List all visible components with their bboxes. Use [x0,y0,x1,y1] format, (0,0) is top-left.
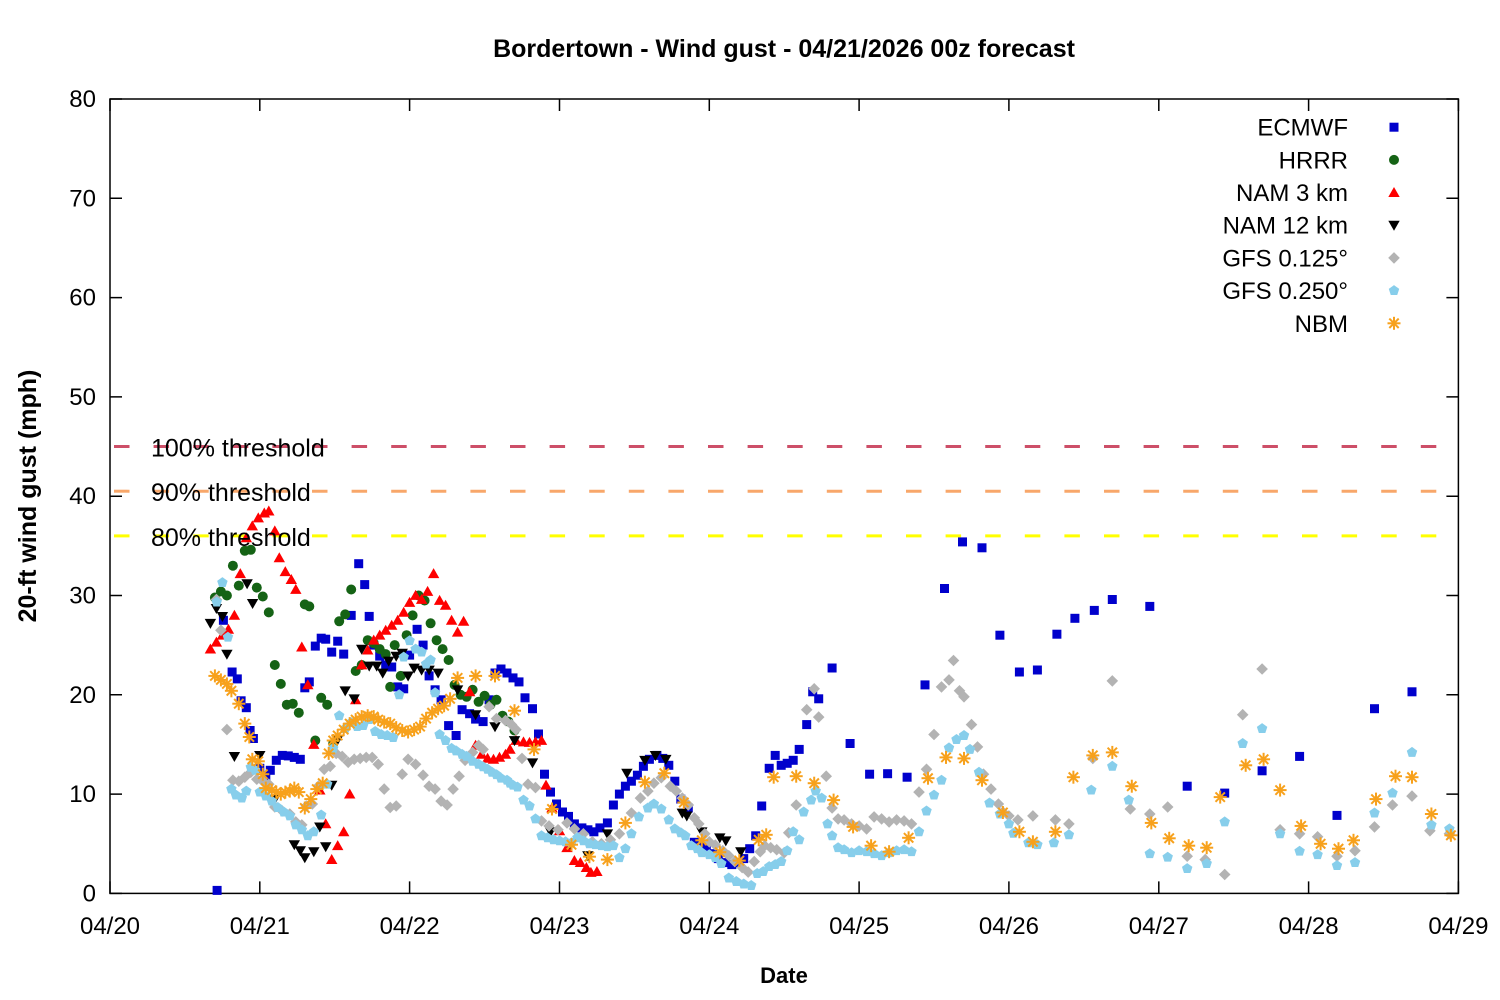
svg-text:04/22: 04/22 [380,913,440,940]
svg-text:GFS 0.125°: GFS 0.125° [1222,245,1348,272]
svg-text:04/21: 04/21 [230,913,290,940]
svg-text:GFS 0.250°: GFS 0.250° [1222,278,1348,305]
svg-text:90% threshold: 90% threshold [151,479,311,507]
svg-text:04/26: 04/26 [979,913,1039,940]
svg-text:Date: Date [760,963,808,988]
svg-text:HRRR: HRRR [1279,147,1348,174]
svg-text:04/24: 04/24 [679,913,739,940]
svg-text:04/29: 04/29 [1428,913,1488,940]
svg-text:50: 50 [69,384,96,411]
svg-text:80: 80 [69,86,96,113]
svg-text:30: 30 [69,583,96,610]
svg-text:40: 40 [69,483,96,510]
svg-text:70: 70 [69,185,96,212]
svg-text:0: 0 [83,880,96,907]
svg-text:04/27: 04/27 [1129,913,1189,940]
svg-text:04/28: 04/28 [1279,913,1339,940]
svg-text:NAM 3 km: NAM 3 km [1236,180,1348,207]
svg-text:100% threshold: 100% threshold [151,435,325,463]
svg-text:20-ft wind gust (mph): 20-ft wind gust (mph) [14,370,42,623]
svg-text:04/25: 04/25 [829,913,889,940]
svg-text:ECMWF: ECMWF [1257,115,1348,142]
svg-text:80% threshold: 80% threshold [151,524,311,552]
svg-text:NAM 12 km: NAM 12 km [1223,213,1348,240]
svg-text:60: 60 [69,285,96,312]
svg-text:20: 20 [69,682,96,709]
svg-text:Bordertown - Wind gust - 04/21: Bordertown - Wind gust - 04/21/2026 00z … [493,35,1076,63]
svg-text:10: 10 [69,781,96,808]
svg-text:04/20: 04/20 [80,913,140,940]
svg-text:04/23: 04/23 [529,913,589,940]
svg-text:NBM: NBM [1295,311,1348,338]
